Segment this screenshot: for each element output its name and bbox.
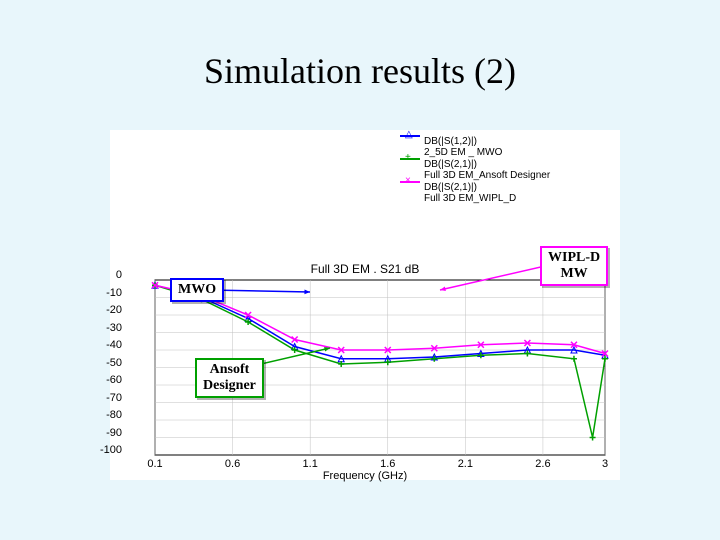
y-tick-label: -90 [92,427,122,439]
y-tick-label: -70 [92,392,122,404]
y-tick-label: -80 [92,409,122,421]
x-tick-label: 2.1 [450,458,480,470]
x-tick-label: 3 [590,458,620,470]
legend: △DB(|S(1,2)|)2_5D EM _ MWO+DB(|S(2,1)|)F… [400,135,550,204]
legend-sublabel: Full 3D EM_WIPL_D [424,193,550,204]
legend-sublabel: 2_5D EM _ MWO [424,147,550,158]
x-tick-label: 0.6 [218,458,248,470]
legend-entry: △DB(|S(1,2)|) [400,135,550,147]
y-tick-label: 0 [92,269,122,281]
x-axis-title: Frequency (GHz) [110,470,620,482]
y-tick-label: -20 [92,304,122,316]
y-tick-label: -30 [92,322,122,334]
x-tick-label: 0.1 [140,458,170,470]
slide-title: Simulation results (2) [0,50,720,92]
legend-entry: +DB(|S(2,1)|) [400,158,550,170]
x-tick-label: 1.1 [295,458,325,470]
y-tick-label: -60 [92,374,122,386]
x-tick-label: 2.6 [528,458,558,470]
legend-entry: ×DB(|S(2,1)|) [400,181,550,193]
y-tick-label: -100 [92,444,122,456]
y-tick-label: -40 [92,339,122,351]
legend-sublabel: Full 3D EM_Ansoft Designer [424,170,550,181]
slide: Simulation results (2) △DB(|S(1,2)|)2_5D… [0,0,720,540]
callout-mwo: MWO [170,278,224,302]
callout-wipl: WIPL-D MW [540,246,608,286]
callout-ansoft: Ansoft Designer [195,358,264,398]
y-tick-label: -50 [92,357,122,369]
x-tick-label: 1.6 [373,458,403,470]
y-tick-label: -10 [92,287,122,299]
chart-area: △DB(|S(1,2)|)2_5D EM _ MWO+DB(|S(2,1)|)F… [110,130,620,480]
